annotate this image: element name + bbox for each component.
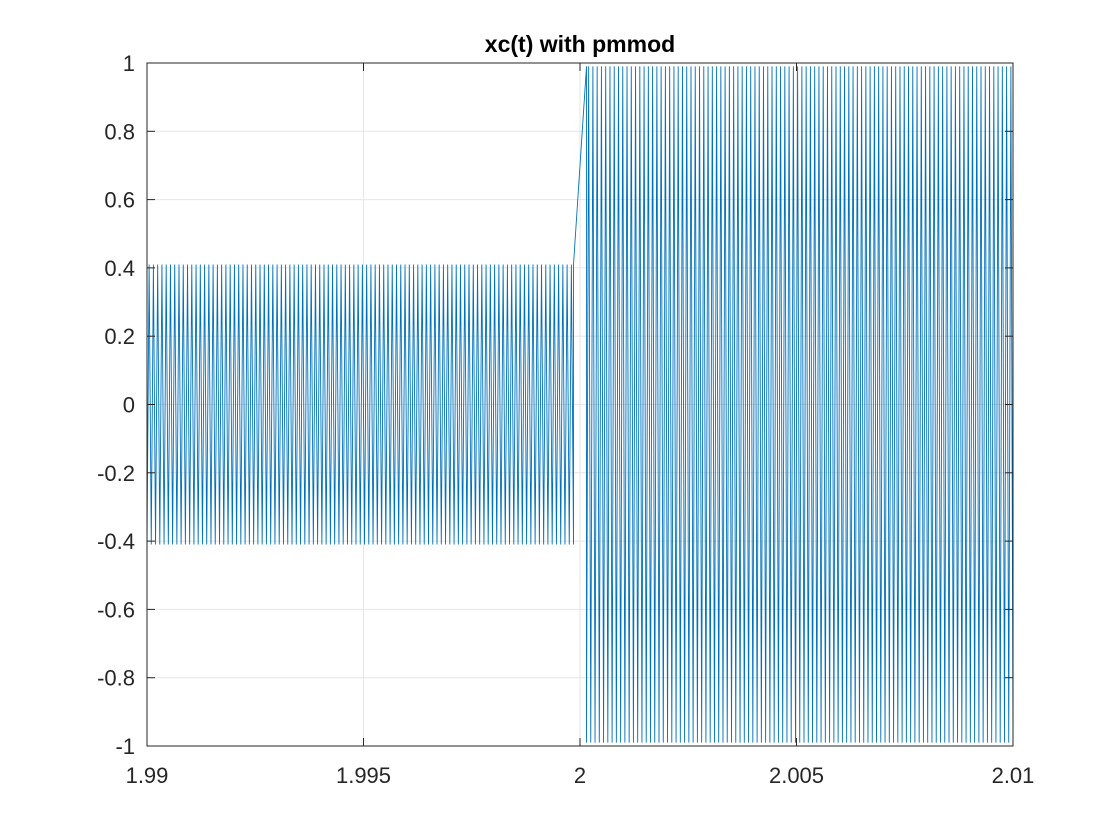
x-tick-label: 2.01 (992, 763, 1035, 788)
x-tick-label: 1.995 (336, 763, 391, 788)
x-tick-label: 2.005 (769, 763, 824, 788)
x-tick-label: 2 (574, 763, 586, 788)
y-tick-labels: 1 0.8 0.6 0.4 0.2 0 -0.2 -0.4 -0.6 -0.8 -1 (97, 51, 135, 759)
plot-area (146, 62, 1014, 747)
x-tick-labels: 1.99 1.995 2 2.005 2.01 (126, 763, 1035, 788)
y-tick-label: 0.6 (104, 188, 135, 213)
y-tick-label: -0.2 (97, 461, 135, 486)
y-tick-label: -0.6 (97, 597, 135, 622)
chart-title: xc(t) with pmmod (485, 31, 675, 57)
y-tick-label: 0 (123, 393, 135, 418)
series-layer (146, 66, 1014, 743)
y-tick-label: -1 (115, 734, 135, 759)
y-tick-label: 0.2 (104, 324, 135, 349)
y-tick-label: 0.8 (104, 119, 135, 144)
y-tick-label: -0.4 (97, 529, 135, 554)
y-tick-label: 0.4 (104, 256, 135, 281)
y-tick-label: -0.8 (97, 666, 135, 691)
y-tick-label: 1 (123, 51, 135, 76)
ticks (146, 62, 1014, 747)
series-line (146, 66, 1014, 743)
x-tick-label: 1.99 (126, 763, 169, 788)
